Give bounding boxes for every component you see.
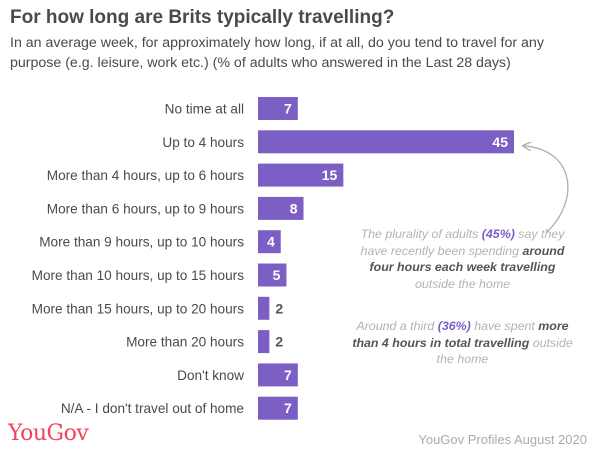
bar xyxy=(258,263,287,287)
value-label: 2 xyxy=(275,300,283,316)
bar xyxy=(258,230,281,254)
bar xyxy=(258,130,514,154)
bar xyxy=(258,97,298,120)
category-label: No time at all xyxy=(165,102,244,117)
bar xyxy=(258,330,270,354)
chart-title: For how long are Brits typically travell… xyxy=(10,7,395,28)
value-label: 2 xyxy=(275,334,283,350)
bar xyxy=(258,363,298,387)
category-label: More than 4 hours, up to 6 hours xyxy=(47,168,244,183)
value-label: 4 xyxy=(267,234,275,250)
annotation-third: Around a third (36%) have spent more tha… xyxy=(352,319,573,366)
value-label: 15 xyxy=(322,167,338,183)
category-label: N/A - I don't travel out of home xyxy=(61,401,244,416)
bar xyxy=(258,163,344,187)
value-label: 5 xyxy=(273,267,281,283)
value-label: 45 xyxy=(492,134,508,150)
yougov-logo: YouGov xyxy=(8,421,89,446)
callout-arrow xyxy=(524,146,569,233)
category-label: More than 20 hours xyxy=(126,335,244,350)
bar xyxy=(258,296,270,320)
bar xyxy=(258,396,298,420)
value-label: 7 xyxy=(284,367,292,383)
category-label: More than 10 hours, up to 15 hours xyxy=(32,268,245,283)
annotation-plurality: The plurality of adults (45%) say they h… xyxy=(360,227,565,291)
source-note: YouGov Profiles August 2020 xyxy=(418,432,587,447)
category-label: Up to 4 hours xyxy=(162,135,244,150)
value-label: 7 xyxy=(284,101,292,117)
category-label: More than 15 hours, up to 20 hours xyxy=(32,301,245,316)
category-label: More than 6 hours, up to 9 hours xyxy=(47,201,244,216)
value-label: 8 xyxy=(290,200,298,216)
category-label: Don't know xyxy=(177,368,244,383)
value-label: 7 xyxy=(284,400,292,416)
chart-subtitle: In an average week, for approximately ho… xyxy=(10,35,544,71)
category-label: More than 9 hours, up to 10 hours xyxy=(39,235,244,250)
bar xyxy=(258,196,304,220)
